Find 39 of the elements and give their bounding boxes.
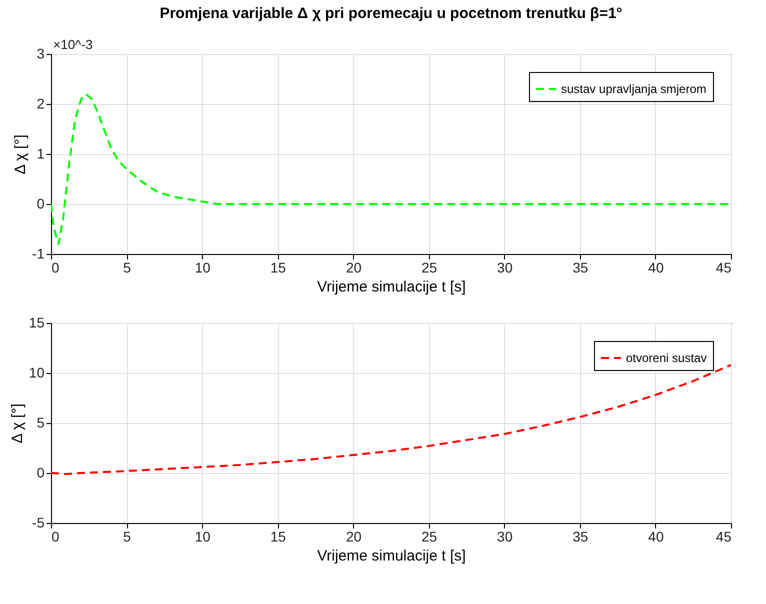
x-tick-label: 30 [497, 528, 513, 544]
y-tick-label: 2 [36, 96, 45, 112]
x-tick-label: 45 [716, 260, 732, 276]
x-tick-label: 5 [123, 260, 132, 276]
legend-label: sustav upravljanja smjerom [561, 82, 706, 96]
chart-title: Promjena varijable Δ χ pri poremecaju u pocetnom trenutku β=1° [160, 5, 622, 22]
y-tick-label: -1 [32, 246, 45, 262]
x-tick-label: 45 [716, 528, 732, 544]
x-tick-label: 10 [194, 260, 211, 276]
line-series [51, 364, 731, 475]
y-tick-label: 15 [28, 314, 45, 330]
y-tick-label: -5 [32, 514, 45, 530]
y-tick-label: 10 [28, 364, 45, 380]
x-tick-label: 25 [421, 528, 438, 544]
text: ×10^-3 [53, 37, 93, 52]
y-tick-label: 3 [36, 46, 45, 62]
x-tick-label: 35 [572, 528, 588, 544]
x-tick-label: 40 [648, 528, 664, 544]
y-axis-title: Δ χ [°] [12, 134, 30, 174]
x-tick-label: 20 [346, 260, 362, 276]
x-axis-title: Vrijeme simulacije t [s] [317, 278, 466, 296]
y-tick-label: 5 [36, 414, 45, 430]
x-tick-label: 0 [52, 528, 60, 544]
x-tick-label: 0 [52, 260, 60, 276]
x-tick-label: 25 [421, 260, 438, 276]
x-axis-title: Vrijeme simulacije t [s] [317, 548, 466, 564]
y-tick-label: 0 [36, 196, 45, 212]
y-axis-title: Δ χ [°] [8, 404, 26, 444]
x-tick-label: 35 [572, 260, 588, 276]
x-tick-label: 30 [497, 260, 513, 276]
y-tick-label: 0 [36, 464, 45, 480]
x-tick-label: 15 [270, 260, 286, 276]
x-tick-label: 40 [648, 260, 664, 276]
y-tick-label: 1 [36, 146, 45, 162]
x-tick-label: 15 [270, 528, 286, 544]
x-tick-label: 10 [194, 528, 211, 544]
legend-label: otvoreni sustav [626, 351, 707, 365]
x-tick-label: 20 [346, 528, 362, 544]
x-tick-label: 5 [123, 528, 132, 544]
